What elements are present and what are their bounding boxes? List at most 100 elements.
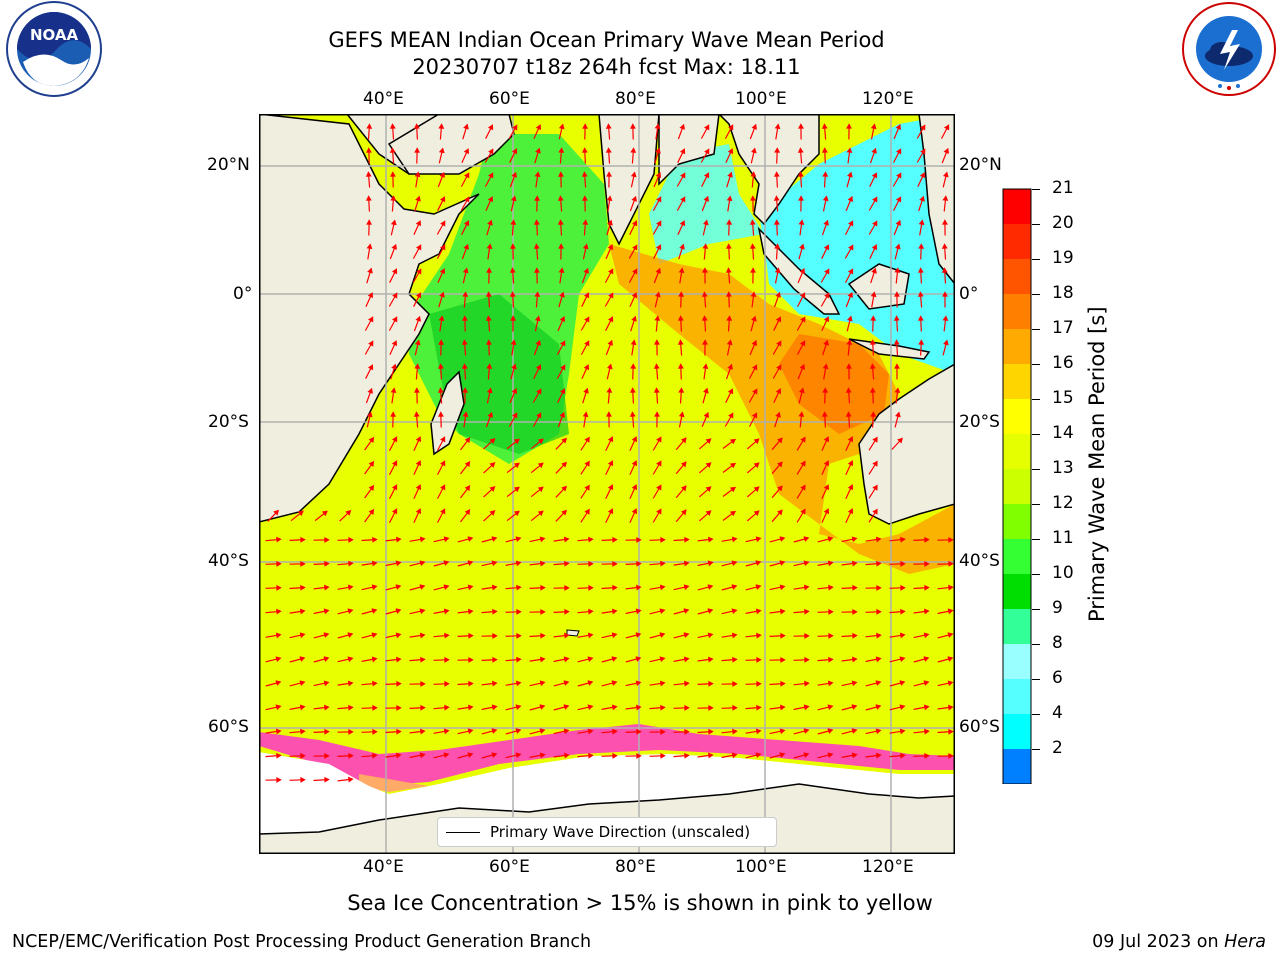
wave-vector-head (872, 220, 878, 227)
wave-vector-head (707, 608, 714, 614)
wave-vector-head (900, 560, 906, 567)
wave-vector-head (275, 632, 282, 639)
wave-vector-head (587, 704, 594, 710)
wave-vector-head (371, 584, 378, 591)
wave-vector-head (367, 364, 374, 371)
colorbar-tick-label: 16 (1052, 353, 1074, 373)
noaa-logo-text: NOAA (30, 26, 79, 44)
wave-vector-head (804, 656, 810, 663)
wave-vector-head (487, 196, 494, 203)
wave-vector-head (419, 632, 426, 639)
wave-vector-head (276, 752, 282, 759)
wave-vector-head (750, 171, 757, 177)
wave-vector-head (443, 584, 450, 591)
wave-vector-head (611, 704, 618, 711)
lat-tick-left-60s: 60°S (208, 717, 249, 737)
wave-vector-head (607, 436, 614, 443)
wave-vector-head (561, 461, 568, 468)
wave-vector-head (440, 508, 446, 515)
colorbar-swatch (1003, 539, 1031, 574)
wave-vector-head (635, 584, 642, 591)
footer-date-text: 09 Jul 2023 on (1092, 932, 1225, 952)
wave-vector-head (368, 340, 374, 347)
wave-vector-head (516, 608, 522, 615)
wave-vector-head (924, 536, 930, 543)
wave-vector-head (535, 124, 542, 131)
wave-vector-head (872, 484, 878, 491)
wave-vector-head (515, 704, 522, 711)
lat-tick-left-40s: 40°S (208, 551, 249, 571)
wave-vector-head (299, 608, 306, 615)
wave-vector-head (513, 438, 520, 445)
wave-vector-head (659, 608, 666, 615)
wave-vector-head (920, 148, 926, 155)
wave-vector-head (871, 147, 877, 154)
wave-vector-head (919, 195, 925, 202)
wave-vector-head (779, 584, 786, 591)
wave-vector-head (847, 436, 854, 443)
wave-vector-head (779, 728, 786, 735)
wave-vector-head (683, 608, 690, 614)
map-legend: Primary Wave Direction (unscaled) (437, 817, 777, 847)
wave-vector-head (558, 123, 565, 130)
lon-tick-top-60e: 60°E (489, 89, 530, 109)
wave-vector-head (755, 752, 762, 759)
wave-vector-head (463, 243, 469, 250)
wave-vector-head (391, 243, 397, 250)
wave-vector-head (368, 316, 374, 323)
wave-vector-head (276, 608, 282, 615)
wave-vector-head (656, 460, 662, 467)
wave-vector-head (581, 171, 588, 177)
wave-vector-head (557, 195, 564, 201)
wave-vector-head (348, 752, 354, 759)
wave-vector-head (800, 460, 806, 467)
wave-vector-head (395, 752, 402, 759)
wave-vector-head (851, 752, 858, 759)
wave-vector-head (605, 147, 612, 153)
wave-vector-head (703, 411, 709, 419)
wave-vector-head (875, 752, 882, 759)
lat-tick-right-60s: 60°S (959, 717, 1000, 737)
wave-vector-head (467, 704, 474, 711)
lon-tick-top-80e: 80°E (615, 89, 656, 109)
wave-vector-head (534, 195, 540, 201)
wave-vector-head (823, 460, 830, 467)
australia-land (858, 362, 956, 525)
wave-vector-head (462, 267, 469, 274)
colorbar-swatch (1003, 434, 1031, 469)
wave-vector-head (420, 681, 426, 687)
wave-vector-head (607, 363, 613, 370)
colorbar-tick-mark (1032, 679, 1040, 680)
wave-vector-head (941, 219, 948, 225)
wave-vector-head (492, 633, 498, 639)
wave-vector-head (947, 632, 954, 638)
wave-vector-head (440, 220, 446, 227)
wave-vector-head (823, 508, 830, 515)
wave-vector-head (419, 752, 426, 759)
wave-vector-head (851, 680, 858, 687)
wave-vector-head (636, 560, 642, 567)
wave-vector-head (323, 656, 330, 662)
wave-vector-head (731, 584, 738, 590)
wave-direction-vectors (265, 123, 954, 783)
wave-vector-head (847, 484, 854, 491)
wave-vector-head (323, 704, 330, 711)
wave-vector-head (612, 584, 618, 591)
wave-vector-head (371, 632, 378, 639)
wave-vector-head (655, 267, 661, 274)
colorbar-tick-mark (1032, 364, 1040, 365)
wave-vector-head (828, 608, 834, 615)
wave-vector-head (943, 339, 949, 346)
wave-vector-head (871, 172, 878, 179)
wave-vector-head (513, 486, 520, 493)
wave-vector-head (607, 219, 613, 226)
wave-vector-head (870, 123, 877, 130)
wave-vector-head (416, 244, 422, 251)
wave-vector-head (415, 220, 422, 227)
wave-vector-head (419, 584, 426, 590)
colorbar-swatch (1003, 504, 1031, 539)
wave-vector-head (468, 657, 474, 663)
wave-vector-head (660, 729, 666, 735)
wave-vector-head (947, 608, 954, 615)
wave-vector-head (631, 508, 638, 515)
